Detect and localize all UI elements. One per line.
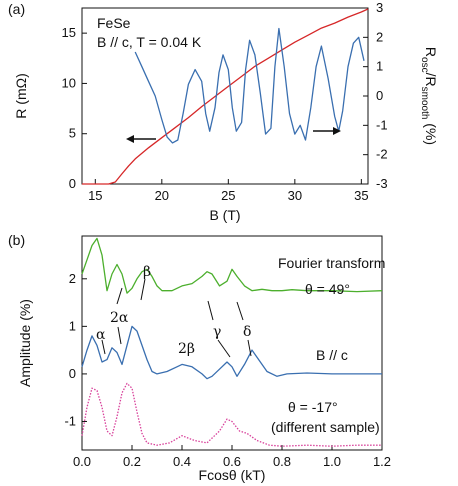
panel-a-right-tick-label-4: -1 bbox=[376, 117, 388, 132]
panel-b-x-tick-label-6: 1.2 bbox=[373, 454, 391, 469]
series-label-theta-49: θ = 49° bbox=[305, 281, 350, 297]
panel-b-x-axis: 0.0 0.2 0.4 0.6 0.8 1.0 1.2 bbox=[73, 445, 391, 469]
leader-2alpha-upper bbox=[116, 287, 123, 305]
panel-a-series-line-1 bbox=[134, 27, 365, 144]
panel-b-series bbox=[81, 237, 383, 447]
peak-leader-lines bbox=[101, 278, 252, 358]
panel-a-left-axis: 0 5 10 15 bbox=[62, 25, 87, 191]
panel-a-right-tick-label-0: 3 bbox=[376, 0, 383, 15]
panel-b-x-tick-label-0: 0.0 bbox=[73, 454, 91, 469]
panel-a-series-line-0 bbox=[82, 8, 369, 185]
panel-a-left-tick-label-2: 10 bbox=[62, 75, 76, 90]
arrow-right-icon bbox=[313, 127, 341, 135]
panel-a-right-axis: 3 2 1 0 -1 -2 -3 bbox=[363, 0, 388, 191]
panel-b-x-tick-label-3: 0.6 bbox=[223, 454, 241, 469]
peak-label-delta: δ bbox=[243, 324, 251, 340]
panel-a-left-y-label: R (mΩ) bbox=[13, 73, 29, 118]
peak-label-2beta: 2β bbox=[178, 341, 195, 357]
panel-b-x-tick-label-4: 0.8 bbox=[273, 454, 291, 469]
panel-a-x-tick-label-2: 25 bbox=[221, 188, 235, 203]
panel-a-right-tick-label-6: -3 bbox=[376, 176, 388, 191]
panel-a-right-y-label: Rosc/Rsmooth (%) bbox=[419, 47, 439, 145]
arrow-left-icon bbox=[126, 135, 156, 143]
panel-a-series bbox=[82, 8, 369, 185]
panel-a-left-tick-label-3: 15 bbox=[62, 25, 76, 40]
panel-a-left-tick-label-0: 0 bbox=[69, 176, 76, 191]
panel-a-label: (a) bbox=[8, 1, 25, 17]
panel-b-x-tick-label-5: 1.0 bbox=[323, 454, 341, 469]
series-label-b-parallel-c: B // c bbox=[316, 347, 348, 363]
panel-a-left-tick-label-1: 5 bbox=[69, 126, 76, 141]
series-label-different-sample: (different sample) bbox=[271, 419, 380, 435]
panel-b: (b) 0.0 0.2 0.4 0.6 0.8 1.0 1.2 -1 0 1 2 Fcosθ (k… bbox=[8, 232, 391, 483]
panel-b-title: Fourier transform bbox=[278, 255, 385, 271]
panel-b-x-tick-label-1: 0.2 bbox=[123, 454, 141, 469]
panel-b-y-axis: -1 0 1 2 bbox=[64, 271, 87, 428]
panel-a-annotation-sample: FeSe bbox=[97, 15, 131, 31]
panel-a: (a) FeSe B // c, T = 0.04 K 15 20 25 30 35 0… bbox=[8, 0, 439, 223]
panel-a-x-axis: 15 20 25 30 35 bbox=[88, 179, 369, 203]
peak-label-alpha: α bbox=[96, 327, 106, 343]
panel-b-series-line-0 bbox=[81, 237, 383, 294]
panel-a-right-tick-label-3: 0 bbox=[376, 88, 383, 103]
leader-beta bbox=[140, 278, 146, 301]
leader-delta-lower bbox=[247, 339, 252, 357]
leader-delta-upper bbox=[236, 301, 244, 321]
leader-2alpha-lower bbox=[117, 326, 122, 345]
panel-b-label: (b) bbox=[8, 232, 25, 248]
peak-label-beta: β bbox=[143, 264, 151, 280]
series-label-theta-minus-17: θ = -17° bbox=[288, 399, 338, 415]
panel-a-x-tick-label-0: 15 bbox=[88, 188, 102, 203]
peak-label-gamma: γ bbox=[213, 324, 221, 340]
panel-a-x-tick-label-3: 30 bbox=[288, 188, 302, 203]
panel-b-series-line-1 bbox=[81, 325, 382, 380]
panel-b-series-line-2 bbox=[81, 382, 382, 447]
panel-b-x-tick-label-2: 0.4 bbox=[173, 454, 191, 469]
panel-a-right-tick-label-2: 1 bbox=[376, 59, 383, 74]
panel-b-y-tick-label-1: 0 bbox=[69, 366, 76, 381]
panel-a-x-tick-label-4: 35 bbox=[354, 188, 368, 203]
peak-label-2alpha: 2α bbox=[110, 310, 129, 326]
panel-a-right-tick-label-5: -2 bbox=[376, 147, 388, 162]
leader-alpha bbox=[101, 339, 106, 355]
panel-a-x-label: B (T) bbox=[209, 207, 240, 223]
leader-gamma-upper bbox=[207, 300, 214, 321]
panel-a-right-tick-label-1: 2 bbox=[376, 29, 383, 44]
panel-b-y-tick-label-3: 2 bbox=[69, 271, 76, 286]
panel-b-x-label: Fcosθ (kT) bbox=[199, 467, 266, 483]
panel-b-y-tick-label-2: 1 bbox=[69, 318, 76, 333]
panel-b-y-label: Amplitude (%) bbox=[17, 299, 33, 387]
leader-gamma-lower bbox=[217, 339, 231, 358]
panel-a-x-tick-label-1: 20 bbox=[155, 188, 169, 203]
panel-b-y-tick-label-0: -1 bbox=[64, 413, 76, 428]
panel-a-annotation-conditions: B // c, T = 0.04 K bbox=[97, 34, 202, 50]
